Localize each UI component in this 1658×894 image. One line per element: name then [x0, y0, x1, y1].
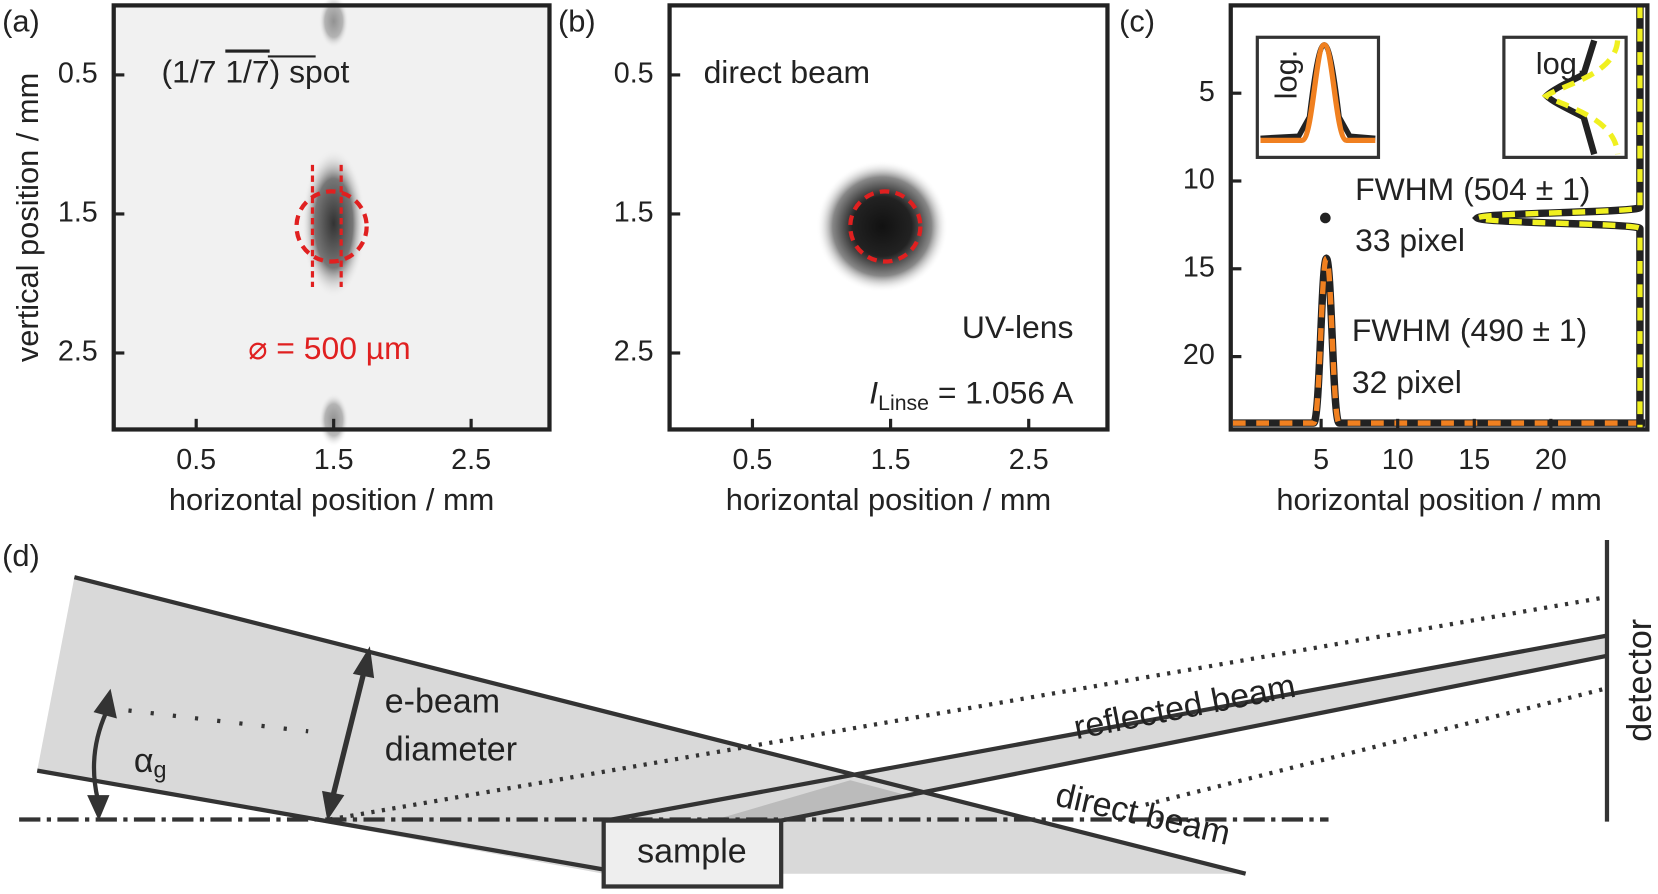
x-tick-label: 0.5 [733, 444, 773, 476]
arrowhead [322, 790, 345, 821]
spot [1320, 212, 1331, 224]
spot [318, 0, 349, 48]
sample [601, 818, 784, 889]
frame [667, 3, 1110, 432]
spot-text: ) spot [270, 54, 350, 90]
current-label: ILinse = 1.056 A [869, 375, 1074, 415]
circle-marker [294, 189, 369, 264]
x-tick-label: 10 [1382, 444, 1414, 476]
y-tick-label: 1.5 [614, 197, 654, 229]
fwhm-label: FWHM (490 ± 1) [1352, 312, 1587, 348]
x-tick-label: 20 [1535, 444, 1567, 476]
y-tick-label: 10 [1183, 164, 1215, 196]
spot-text: 1/7 [225, 54, 269, 90]
panel-label: (b) [558, 4, 596, 39]
arrow [330, 669, 368, 798]
x-axis-label: horizontal position / mm [726, 482, 1051, 517]
y-axis-label: vertical position / mm [10, 73, 45, 362]
inset-fit [1541, 40, 1621, 155]
current-symbol: I [869, 375, 878, 411]
x-tick-label: 1.5 [871, 444, 911, 476]
x-tick-label: 2.5 [1009, 444, 1049, 476]
angle-subscript: g [154, 757, 167, 783]
spot [816, 160, 949, 293]
arrowhead [87, 795, 110, 821]
profile-fit [1473, 5, 1643, 430]
x-tick-label: 0.5 [176, 444, 216, 476]
beam-label: e-beam [385, 683, 500, 721]
x-tick-label: 2.5 [451, 444, 491, 476]
current-subscript: Linse [878, 391, 929, 415]
inset-label: log. [1536, 46, 1586, 81]
x-tick-label: 1.5 [314, 444, 354, 476]
y-tick-label: 0.5 [58, 57, 98, 89]
inset-fit [1260, 42, 1376, 144]
beam-edge [780, 653, 1608, 823]
arrowhead [352, 646, 375, 679]
y-tick-label: 2.5 [614, 336, 654, 368]
y-tick-label: 15 [1183, 251, 1215, 283]
pixel-label: 32 pixel [1352, 364, 1462, 400]
x-tick-label: 5 [1313, 444, 1329, 476]
lens-label: UV-lens [962, 309, 1074, 345]
pixel-label: 33 pixel [1355, 222, 1465, 258]
panel-label: (a) [2, 4, 40, 39]
angle-arc [91, 711, 109, 800]
detector-label: detector [1621, 619, 1658, 742]
diagram: sample e-beam diameter αg reflected beam… [2, 538, 1658, 889]
angle-symbol: α [134, 742, 154, 780]
angle-label: αg [134, 742, 167, 783]
y-tick-label: 1.5 [58, 197, 98, 229]
beam-edge [605, 633, 1608, 823]
circle-marker [848, 189, 923, 264]
inset-label: log. [1268, 50, 1303, 100]
arrowhead [93, 688, 117, 719]
y-tick-label: 20 [1183, 339, 1215, 371]
sample-label: sample [637, 833, 747, 871]
panel-label: (d) [2, 538, 40, 573]
current-value: = 1.056 A [929, 375, 1074, 411]
y-tick-label: 2.5 [58, 336, 98, 368]
frame [111, 3, 552, 432]
frame [1228, 3, 1650, 432]
beam-label: diameter [385, 730, 517, 768]
x-tick-label: 15 [1458, 444, 1490, 476]
spot-text: (1/7 [162, 54, 226, 90]
x-axis-label: horizontal position / mm [1276, 482, 1601, 517]
panel-label: (c) [1119, 4, 1155, 39]
y-tick-label: 0.5 [614, 57, 654, 89]
inset [1502, 35, 1628, 159]
y-tick-label: 5 [1199, 76, 1215, 108]
profile-fit [1232, 255, 1646, 426]
x-axis-label: horizontal position / mm [169, 482, 494, 517]
overlap [712, 780, 915, 821]
spot-label: (1/7 1/7) spot [162, 54, 350, 90]
diameter-label: ⌀ = 500 µm [248, 330, 410, 366]
beam-edge [36, 768, 605, 872]
fwhm-label: FWHM (504 ± 1) [1355, 171, 1590, 207]
dotted-line [1145, 686, 1606, 807]
beam-label: direct beam [704, 54, 871, 90]
beam-edge [73, 575, 1247, 876]
